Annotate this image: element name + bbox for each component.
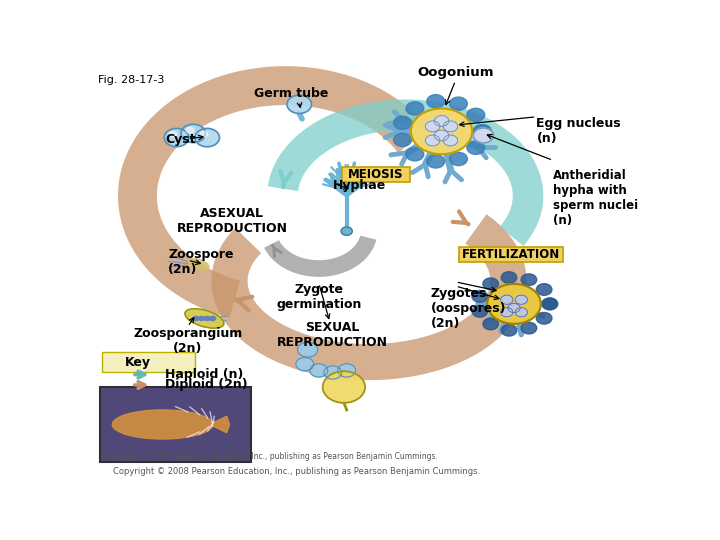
Circle shape [169, 131, 177, 137]
Circle shape [164, 129, 189, 147]
Circle shape [473, 125, 491, 138]
Circle shape [521, 274, 536, 286]
Circle shape [500, 295, 513, 305]
Circle shape [427, 155, 445, 168]
Circle shape [310, 364, 328, 377]
Circle shape [472, 291, 487, 302]
Circle shape [434, 116, 449, 126]
Circle shape [200, 131, 208, 137]
Circle shape [449, 97, 467, 110]
Circle shape [296, 357, 314, 371]
Circle shape [483, 278, 498, 289]
Circle shape [501, 272, 517, 284]
Circle shape [444, 121, 458, 132]
Circle shape [487, 284, 541, 324]
Text: Cyst: Cyst [166, 133, 196, 146]
Circle shape [444, 135, 458, 146]
Circle shape [467, 108, 485, 122]
Circle shape [426, 135, 440, 146]
Circle shape [516, 308, 528, 317]
Circle shape [394, 116, 411, 130]
Circle shape [204, 316, 210, 321]
Circle shape [323, 371, 365, 403]
Text: Diploid (2n): Diploid (2n) [166, 379, 248, 392]
Circle shape [287, 95, 312, 113]
Circle shape [195, 129, 220, 147]
Text: FERTILIZATION: FERTILIZATION [462, 248, 560, 261]
Polygon shape [210, 416, 230, 433]
Circle shape [467, 141, 485, 154]
Circle shape [483, 318, 498, 330]
Circle shape [297, 342, 318, 357]
Circle shape [394, 133, 411, 146]
Bar [100, 387, 251, 462]
FancyBboxPatch shape [342, 167, 410, 183]
Text: Haploid (n): Haploid (n) [166, 368, 243, 381]
Text: Egg nucleus
(n): Egg nucleus (n) [536, 117, 621, 145]
Text: Hyphae: Hyphae [333, 179, 386, 192]
Text: Copyright © 2008 Pearson Education, Inc., publishing as Pearson Benjamin Cumming: Copyright © 2008 Pearson Education, Inc.… [104, 451, 438, 461]
Text: Oogonium: Oogonium [418, 66, 494, 79]
Circle shape [473, 128, 493, 143]
Circle shape [341, 227, 352, 235]
Ellipse shape [112, 410, 213, 439]
Circle shape [542, 298, 557, 310]
Circle shape [536, 313, 552, 324]
Ellipse shape [189, 259, 209, 270]
Circle shape [406, 102, 424, 115]
Text: Zygotes
(oospores)
(2n): Zygotes (oospores) (2n) [431, 287, 506, 330]
Ellipse shape [185, 309, 224, 328]
FancyBboxPatch shape [102, 352, 195, 372]
Circle shape [472, 306, 487, 317]
Circle shape [501, 325, 517, 336]
Text: MEIOSIS: MEIOSIS [348, 168, 404, 181]
Circle shape [516, 295, 528, 305]
Circle shape [500, 308, 513, 317]
Circle shape [449, 152, 467, 166]
Circle shape [427, 94, 445, 108]
Text: Germ tube: Germ tube [253, 87, 328, 100]
Circle shape [210, 316, 215, 321]
Text: Fig. 28-17-3: Fig. 28-17-3 [99, 75, 165, 85]
Text: Zoosporangium
(2n): Zoosporangium (2n) [133, 327, 242, 355]
Circle shape [411, 109, 472, 154]
FancyBboxPatch shape [459, 246, 563, 262]
Circle shape [193, 316, 199, 321]
Circle shape [473, 125, 491, 138]
Circle shape [426, 121, 440, 132]
Text: Antheridial
hypha with
sperm nuclei
(n): Antheridial hypha with sperm nuclei (n) [553, 168, 638, 227]
Circle shape [508, 303, 521, 313]
Text: Zygote
germination: Zygote germination [276, 283, 361, 311]
Circle shape [199, 316, 204, 321]
Circle shape [542, 298, 557, 310]
Circle shape [324, 366, 342, 379]
Text: ASEXUAL
REPRODUCTION: ASEXUAL REPRODUCTION [177, 207, 288, 235]
Circle shape [181, 124, 205, 143]
Circle shape [338, 364, 356, 377]
Circle shape [186, 127, 194, 133]
Text: Zoospore
(2n): Zoospore (2n) [168, 248, 233, 276]
Text: Copyright © 2008 Pearson Education, Inc., publishing as Pearson Benjamin Cumming: Copyright © 2008 Pearson Education, Inc.… [113, 467, 480, 476]
Circle shape [536, 284, 552, 295]
Circle shape [434, 130, 449, 141]
Text: Key: Key [125, 356, 150, 369]
Circle shape [521, 322, 536, 334]
Text: SEXUAL
REPRODUCTION: SEXUAL REPRODUCTION [277, 321, 388, 349]
Circle shape [406, 147, 424, 161]
